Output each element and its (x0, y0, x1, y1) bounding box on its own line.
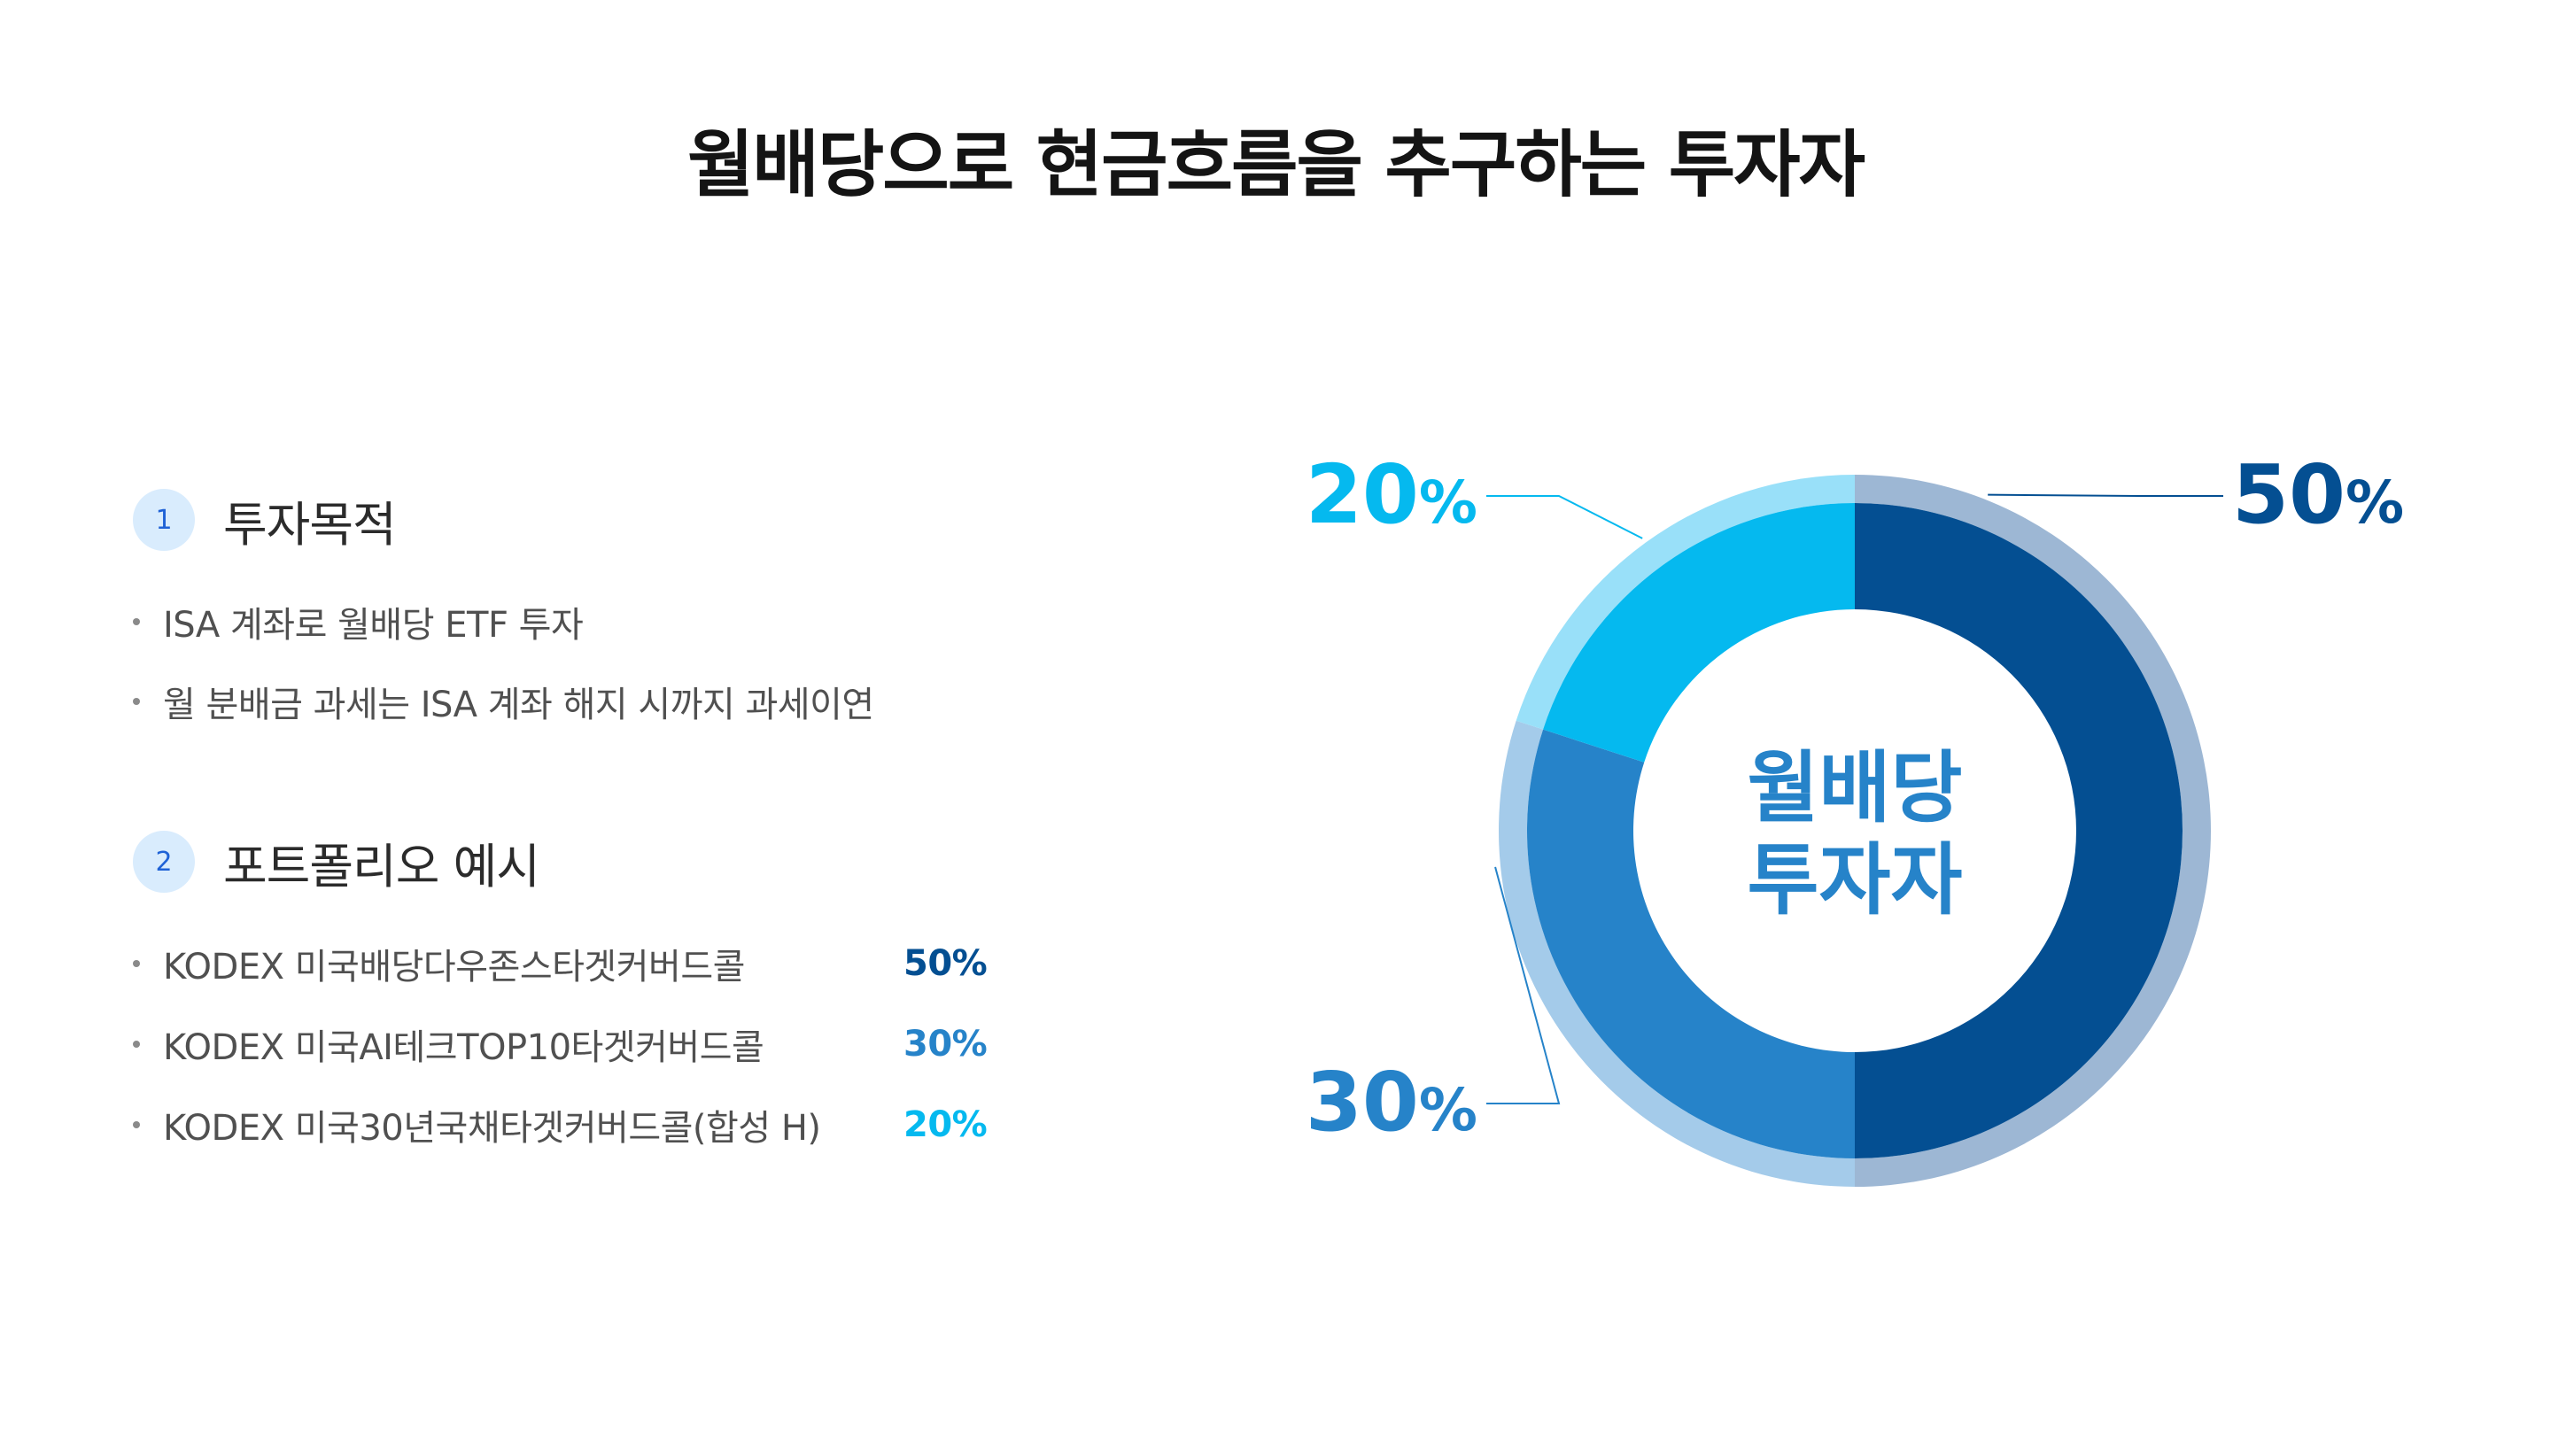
section-number-badge: 2 (133, 831, 195, 893)
portfolio-item-percent: 20% (903, 1104, 988, 1145)
section-title: 포트폴리오 예시 (223, 838, 540, 895)
donut-slice (1543, 503, 1855, 763)
section-investment-purpose: 1 투자목적 (133, 489, 397, 553)
bullet-dot-icon (133, 698, 140, 705)
portfolio-item-name: KODEX 미국AI테크TOP10타겟커버드콜 (163, 1027, 764, 1068)
section-portfolio-example: 2 포트폴리오 예시 (133, 831, 540, 895)
portfolio-item: KODEX 미국배당다우존스타겟커버드콜 (133, 937, 745, 990)
portfolio-item: KODEX 미국AI테크TOP10타겟커버드콜 (133, 1018, 764, 1071)
portfolio-item-percent: 30% (903, 1024, 988, 1065)
list-item-text: 월 분배금 과세는 ISA 계좌 해지 시까지 과세이연 (163, 685, 874, 725)
slice-label: 30% (1306, 1055, 1477, 1150)
portfolio-item-name: KODEX 미국배당다우존스타겟커버드콜 (163, 947, 745, 987)
section-number-badge: 1 (133, 489, 195, 551)
list-item: 월 분배금 과세는 ISA 계좌 해지 시까지 과세이연 (133, 675, 874, 728)
donut-slice (1526, 729, 1855, 1158)
donut-slice (1855, 503, 2183, 1158)
leader-line (1486, 495, 1643, 539)
bullet-dot-icon (133, 1121, 140, 1128)
bullet-dot-icon (133, 618, 140, 625)
portfolio-item-name: KODEX 미국30년국채타겟커버드콜(합성 H) (163, 1108, 821, 1149)
list-item-text: ISA 계좌로 월배당 ETF 투자 (163, 605, 584, 646)
leader-line (1988, 493, 2223, 497)
portfolio-item-percent: 50% (903, 943, 988, 984)
donut-center-label: 월배당 (1748, 742, 1963, 833)
portfolio-item: KODEX 미국30년국채타겟커버드콜(합성 H) (133, 1098, 821, 1151)
donut-center-label: 투자자 (1748, 834, 1963, 925)
bullet-dot-icon (133, 1041, 140, 1048)
bullet-dot-icon (133, 960, 140, 967)
slice-label: 20% (1306, 447, 1477, 542)
list-item: ISA 계좌로 월배당 ETF 투자 (133, 595, 584, 648)
page-title: 월배당으로 현금흐름을 추구하는 투자자 (686, 123, 1865, 207)
leader-line (1486, 866, 1561, 1104)
slice-label: 50% (2232, 447, 2404, 542)
section-title: 투자목적 (223, 496, 397, 553)
donut-ring-segment (1516, 475, 1855, 730)
